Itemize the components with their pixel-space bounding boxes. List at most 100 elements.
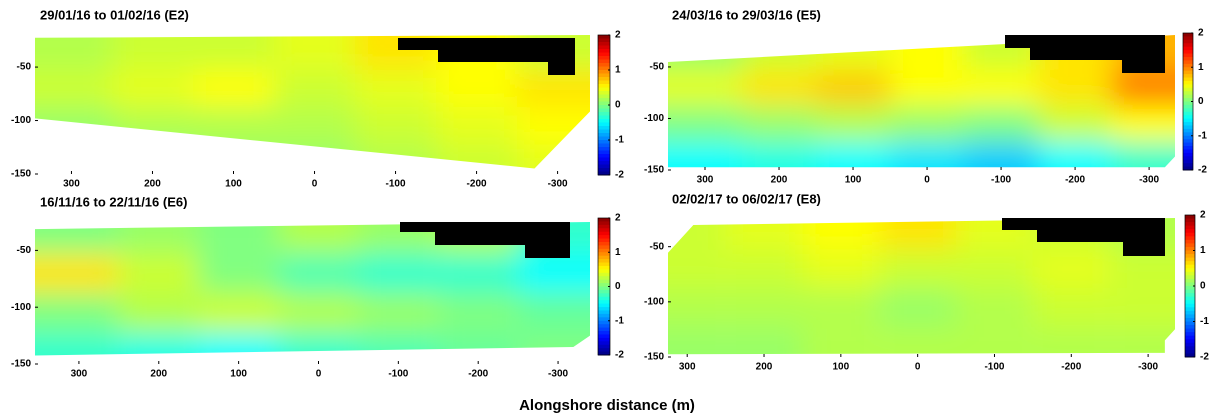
heat-cell — [192, 69, 275, 108]
x-tick-label: 200 — [144, 179, 161, 190]
x-tick-label: 300 — [697, 175, 714, 186]
colorbar-step — [598, 45, 610, 50]
colorbar-step — [598, 105, 610, 109]
colorbar-step — [1185, 254, 1195, 259]
colorbar-tick-label: 1 — [615, 65, 621, 76]
colorbar-tick-label: -2 — [1200, 352, 1209, 363]
heat-cell — [118, 332, 199, 356]
colorbar-step — [598, 73, 610, 78]
y-tick-label: -50 — [17, 245, 32, 256]
colorbar-step — [1183, 101, 1193, 106]
y-tick-label: -100 — [11, 302, 31, 313]
colorbar-step — [598, 94, 610, 99]
masked-area — [1002, 218, 1165, 256]
masked-area — [400, 222, 570, 258]
masked-area — [398, 38, 575, 75]
colorbar-step — [598, 303, 610, 308]
colorbar-tick-label: 0 — [1200, 281, 1206, 292]
heat-cell — [668, 105, 743, 142]
colorbar-step — [1183, 80, 1193, 85]
colorbar-step — [1185, 307, 1195, 312]
colorbar-step — [598, 262, 610, 267]
colorbar-step — [598, 248, 610, 253]
colorbar-step — [598, 161, 610, 165]
heat-cell — [742, 69, 817, 106]
colorbar-step — [1185, 314, 1195, 319]
colorbar-step — [1183, 104, 1193, 109]
heat-cell — [111, 107, 193, 145]
colorbar-step — [598, 112, 610, 116]
colorbar-step — [1185, 222, 1195, 227]
colorbar-step — [598, 56, 610, 60]
panel-title: 29/01/16 to 01/02/16 (E2) — [40, 7, 189, 22]
colorbar-step — [1183, 98, 1193, 102]
colorbar-step — [598, 87, 610, 92]
colorbar-step — [598, 337, 610, 342]
y-tick-label: -50 — [650, 62, 665, 73]
heat-cell — [802, 249, 880, 289]
heat-cell — [35, 35, 112, 70]
colorbar-tick-label: 2 — [615, 30, 621, 41]
heat-cell — [668, 249, 726, 289]
colorbar-tick-label: -2 — [615, 170, 624, 181]
colorbar-step — [1183, 39, 1193, 44]
colorbar-step — [598, 283, 610, 287]
colorbar-step — [598, 317, 610, 322]
x-tick-label: 300 — [63, 179, 80, 190]
heat-cell — [816, 105, 891, 142]
heat-cell — [668, 326, 726, 355]
colorbar-tick-label: 1 — [1198, 62, 1204, 73]
colorbar-step — [1185, 328, 1195, 333]
heat-cell — [278, 253, 359, 293]
colorbar-step — [598, 259, 610, 264]
heat-cell — [668, 288, 726, 327]
colorbar-step — [1185, 275, 1195, 280]
colorbar-step — [1185, 215, 1195, 220]
colorbar-step — [598, 269, 610, 274]
heat-cell — [816, 35, 891, 70]
x-tick-label: -100 — [388, 369, 408, 380]
colorbar-step — [1183, 56, 1193, 61]
heat-cell — [518, 253, 590, 293]
heat-cell — [436, 107, 518, 145]
heat-cell — [725, 326, 803, 355]
colorbar-step — [598, 265, 610, 270]
colorbar-step — [1185, 218, 1195, 223]
x-tick-label: -100 — [991, 175, 1011, 186]
colorbar-step — [1183, 122, 1193, 126]
colorbar-step — [598, 341, 610, 346]
heat-cell — [35, 144, 112, 169]
colorbar-tick-label: 2 — [1200, 210, 1206, 221]
colorbar-step — [1185, 296, 1195, 301]
colorbar-step — [598, 221, 610, 226]
colorbar-step — [1183, 70, 1193, 75]
heat-cell — [198, 293, 279, 333]
heat-cell — [668, 69, 743, 106]
colorbar-step — [598, 122, 610, 127]
heat-cell — [198, 253, 279, 293]
colorbar-step — [1183, 63, 1193, 68]
colorbar-step — [1183, 115, 1193, 120]
heat-cell — [518, 293, 590, 333]
x-tick-label: 200 — [150, 369, 167, 380]
colorbar-step — [1183, 74, 1193, 79]
colorbar-step — [1185, 232, 1195, 237]
colorbar-step — [598, 344, 610, 349]
colorbar-step — [598, 63, 610, 67]
colorbar-step — [598, 327, 610, 332]
colorbar-step — [1183, 156, 1193, 161]
heat-cell — [956, 249, 1033, 289]
colorbar-step — [1183, 53, 1193, 58]
heat-cell — [890, 35, 965, 70]
colorbar-step — [1183, 152, 1193, 157]
heat-cell — [964, 141, 1039, 168]
x-tick-label: 100 — [225, 179, 242, 190]
heat-cell — [879, 218, 957, 250]
heat-cell — [1032, 288, 1110, 327]
colorbar-step — [598, 80, 610, 85]
heat-cell — [274, 107, 356, 145]
colorbar-step — [598, 171, 610, 176]
heat-cell — [192, 107, 275, 145]
colorbar-step — [1185, 321, 1195, 326]
heat-cell — [890, 69, 965, 106]
